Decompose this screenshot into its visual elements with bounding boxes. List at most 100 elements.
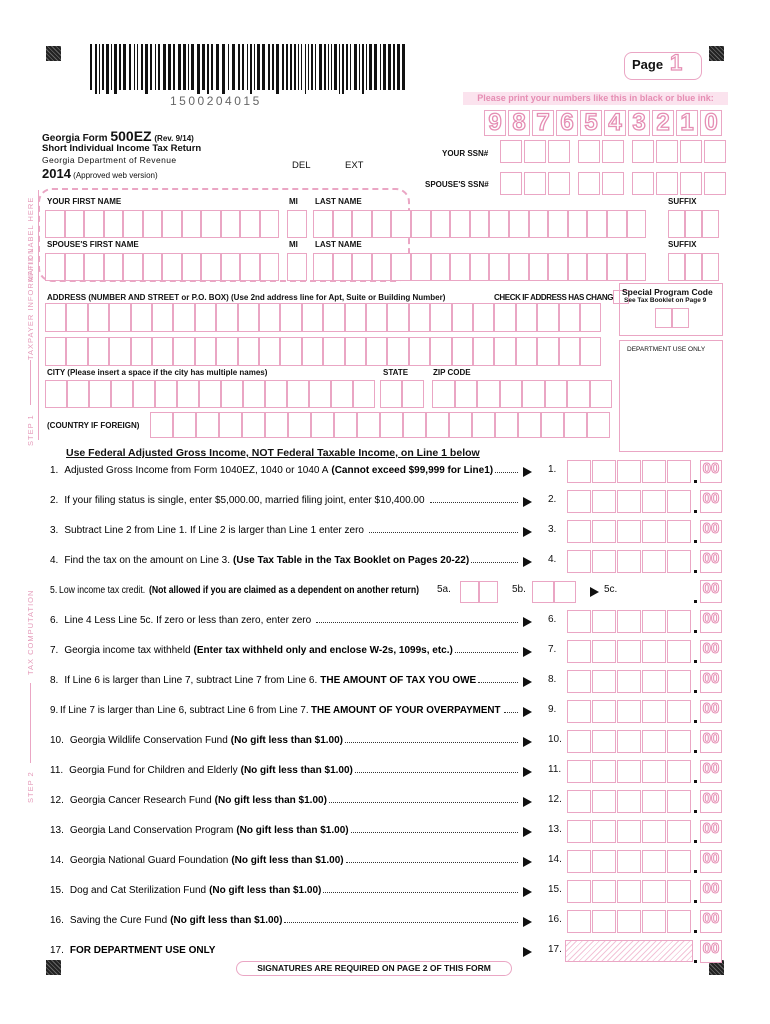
input-cell[interactable] [371, 253, 392, 281]
input-cell[interactable] [642, 790, 666, 813]
input-cell[interactable] [528, 253, 549, 281]
input-cell[interactable] [387, 337, 409, 366]
input-cell[interactable] [366, 303, 388, 332]
input-cell[interactable] [64, 253, 84, 281]
input-cell[interactable] [617, 490, 641, 513]
input-cell[interactable] [219, 412, 242, 438]
input-cell[interactable] [323, 337, 345, 366]
input-cell[interactable] [617, 910, 641, 933]
input-cell[interactable] [702, 253, 719, 281]
input-cell[interactable] [500, 172, 522, 195]
input-cell[interactable] [704, 172, 726, 195]
input-cell[interactable] [479, 581, 498, 603]
input-cell[interactable] [133, 380, 155, 408]
input-cell[interactable] [617, 550, 641, 573]
input-cell[interactable] [541, 412, 564, 438]
input-cell[interactable] [408, 303, 431, 332]
input-cell[interactable] [567, 490, 591, 513]
input-cell[interactable] [177, 380, 199, 408]
input-cell[interactable] [387, 303, 409, 332]
input-cell[interactable] [617, 700, 641, 723]
input-cell[interactable] [592, 640, 616, 663]
input-cell[interactable] [408, 337, 431, 366]
input-cell[interactable] [667, 490, 691, 513]
input-cell[interactable] [216, 337, 238, 366]
input-cell[interactable] [642, 760, 666, 783]
input-cell[interactable] [451, 337, 473, 366]
input-cell[interactable] [509, 253, 529, 281]
input-cell[interactable] [89, 380, 111, 408]
input-cell[interactable] [617, 610, 641, 633]
input-cell[interactable] [451, 303, 473, 332]
input-cell[interactable] [642, 610, 666, 633]
input-cell[interactable] [617, 850, 641, 873]
input-cell[interactable] [450, 253, 470, 281]
input-cell[interactable] [66, 337, 88, 366]
input-cell[interactable] [259, 337, 281, 366]
input-cell[interactable] [626, 210, 647, 238]
input-cell[interactable] [528, 210, 549, 238]
input-cell[interactable] [567, 520, 591, 543]
input-cell[interactable] [344, 303, 366, 332]
input-cell[interactable] [567, 610, 591, 633]
input-cell[interactable] [578, 140, 600, 163]
input-cell[interactable] [685, 210, 702, 238]
input-cell[interactable] [216, 303, 238, 332]
input-cell[interactable] [642, 880, 666, 903]
input-cell[interactable] [548, 140, 570, 163]
input-cell[interactable] [469, 253, 490, 281]
input-cell[interactable] [509, 210, 529, 238]
input-cell[interactable] [331, 380, 353, 408]
input-cell[interactable] [567, 880, 591, 903]
input-cell[interactable] [567, 210, 588, 238]
address-changed-checkbox[interactable] [613, 290, 629, 304]
input-cell[interactable] [111, 380, 133, 408]
input-cell[interactable] [617, 640, 641, 663]
input-cell[interactable] [259, 210, 279, 238]
input-cell[interactable] [162, 210, 182, 238]
input-cell[interactable] [380, 380, 402, 408]
input-cell[interactable] [626, 253, 647, 281]
input-cell[interactable] [313, 253, 333, 281]
input-cell[interactable] [592, 790, 616, 813]
input-cell[interactable] [617, 730, 641, 753]
input-cell[interactable] [84, 253, 104, 281]
input-cell[interactable] [564, 412, 587, 438]
input-cell[interactable] [352, 253, 372, 281]
input-cell[interactable] [499, 380, 522, 408]
input-cell[interactable] [334, 412, 357, 438]
input-cell[interactable] [280, 337, 302, 366]
input-cell[interactable] [642, 670, 666, 693]
input-cell[interactable] [344, 337, 366, 366]
input-cell[interactable] [242, 412, 265, 438]
input-cell[interactable] [240, 253, 260, 281]
input-cell[interactable] [109, 303, 131, 332]
input-cell[interactable] [142, 210, 162, 238]
input-cell[interactable] [515, 303, 538, 332]
input-cell[interactable] [426, 412, 449, 438]
input-cell[interactable] [567, 640, 591, 663]
input-cell[interactable] [430, 337, 452, 366]
input-cell[interactable] [84, 210, 104, 238]
input-cell[interactable] [632, 172, 654, 195]
input-cell[interactable] [173, 337, 195, 366]
input-cell[interactable] [642, 640, 666, 663]
input-cell[interactable] [265, 380, 287, 408]
input-cell[interactable] [592, 880, 616, 903]
input-cell[interactable] [567, 380, 590, 408]
input-cell[interactable] [391, 253, 411, 281]
input-cell[interactable] [567, 850, 591, 873]
input-cell[interactable] [332, 210, 353, 238]
input-cell[interactable] [602, 140, 624, 163]
input-cell[interactable] [607, 253, 627, 281]
input-cell[interactable] [221, 380, 243, 408]
input-cell[interactable] [667, 520, 691, 543]
input-cell[interactable] [592, 730, 616, 753]
input-cell[interactable] [287, 210, 307, 238]
input-cell[interactable] [152, 303, 174, 332]
input-cell[interactable] [567, 253, 588, 281]
input-cell[interactable] [66, 303, 88, 332]
input-cell[interactable] [668, 210, 685, 238]
input-cell[interactable] [45, 380, 67, 408]
input-cell[interactable] [313, 210, 333, 238]
